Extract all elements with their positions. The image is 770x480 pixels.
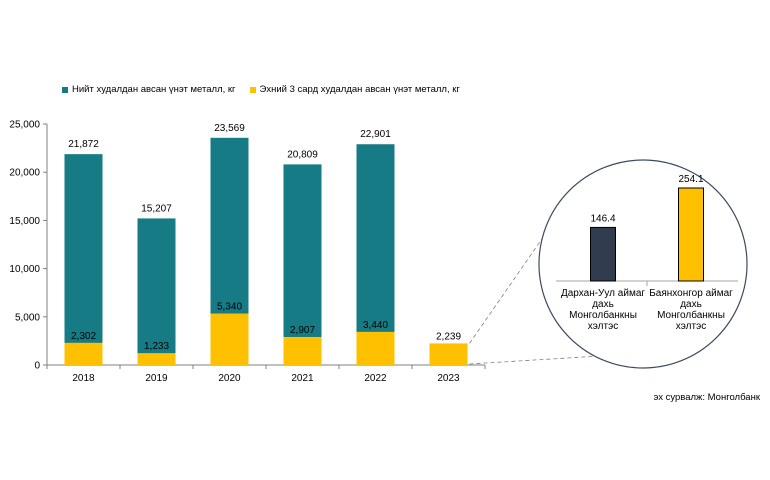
inset-category-label: Баянхонгор аймаг xyxy=(649,288,733,299)
y-tick-label: 20,000 xyxy=(9,168,40,179)
x-tick-label: 2018 xyxy=(72,373,95,384)
y-tick-label: 5,000 xyxy=(15,312,40,323)
x-tick-label: 2022 xyxy=(364,373,387,384)
bar-q1 xyxy=(283,336,322,365)
y-tick-label: 0 xyxy=(34,361,40,372)
bar-total xyxy=(137,218,176,365)
connector-line xyxy=(469,355,601,365)
inset-data-label: 254.1 xyxy=(678,174,703,185)
legend: Нийт худалдан авсан үнэт металл, кг Эхни… xyxy=(62,84,460,95)
bar-q1 xyxy=(64,342,103,365)
connector-line xyxy=(469,232,547,344)
y-tick-label: 15,000 xyxy=(9,216,40,227)
data-label-q1: 2,302 xyxy=(71,331,96,342)
x-tick-label: 2019 xyxy=(145,373,168,384)
y-tick-label: 10,000 xyxy=(9,264,40,275)
bar-q1 xyxy=(356,331,395,365)
data-label-total: 22,901 xyxy=(360,129,391,140)
data-label-q1: 1,233 xyxy=(144,341,169,352)
x-tick-label: 2021 xyxy=(291,373,314,384)
x-tick-label: 2023 xyxy=(437,373,460,384)
data-label-total: 15,207 xyxy=(141,203,172,214)
data-label-q1: 3,440 xyxy=(363,320,388,331)
y-axis: 0 5,000 10,000 15,000 20,000 25,000 xyxy=(9,120,48,372)
data-label-total: 20,809 xyxy=(287,149,318,160)
legend-label-q1: Эхний 3 сард худалдан авсан үнэт металл,… xyxy=(259,84,460,95)
inset-category-label: хэлтэс xyxy=(588,321,618,332)
inset-bar xyxy=(590,226,616,282)
data-label-q1: 5,340 xyxy=(217,302,242,313)
data-label-q1: 2,907 xyxy=(290,325,315,336)
x-tick-label: 2020 xyxy=(218,373,241,384)
inset-data-label: 146.4 xyxy=(590,213,615,224)
legend-item-total: Нийт худалдан авсан үнэт металл, кг xyxy=(62,84,236,95)
bar-total xyxy=(356,144,395,365)
inset-category-label: Монголбанкны xyxy=(657,309,725,321)
inset-bar xyxy=(678,187,704,282)
y-tick-label: 25,000 xyxy=(9,120,40,131)
inset-category-label: хэлтэс xyxy=(676,321,706,332)
data-label-total: 23,569 xyxy=(214,123,245,134)
bars: 21,872 2,302 15,207 1,233 23,569 5,340 20,809 2… xyxy=(64,123,468,365)
x-axis: 2018 2019 2020 2021 2022 2023 xyxy=(46,364,486,384)
inset-category-label: дахь xyxy=(592,299,614,310)
bar-total xyxy=(64,154,103,365)
bar-q1 xyxy=(429,343,468,365)
legend-label-total: Нийт худалдан авсан үнэт металл, кг xyxy=(72,84,236,95)
legend-swatch-q1 xyxy=(249,86,256,93)
legend-swatch-total xyxy=(62,86,68,93)
data-label-q1: 2,239 xyxy=(436,331,461,342)
source-note: эх сурвалж: Монголбанк xyxy=(653,392,760,403)
bar-q1 xyxy=(210,313,249,365)
bar-q1 xyxy=(137,353,176,365)
inset-category-label: Монголбанкны xyxy=(569,309,637,321)
bar-total xyxy=(283,164,322,365)
legend-item-q1: Эхний 3 сард худалдан авсан үнэт металл,… xyxy=(249,84,460,95)
inset-category-label: дахь xyxy=(680,299,702,310)
inset-circle xyxy=(538,159,748,369)
data-label-total: 21,872 xyxy=(68,139,99,150)
inset-category-label: Дархан-Уул аймаг xyxy=(561,288,645,299)
